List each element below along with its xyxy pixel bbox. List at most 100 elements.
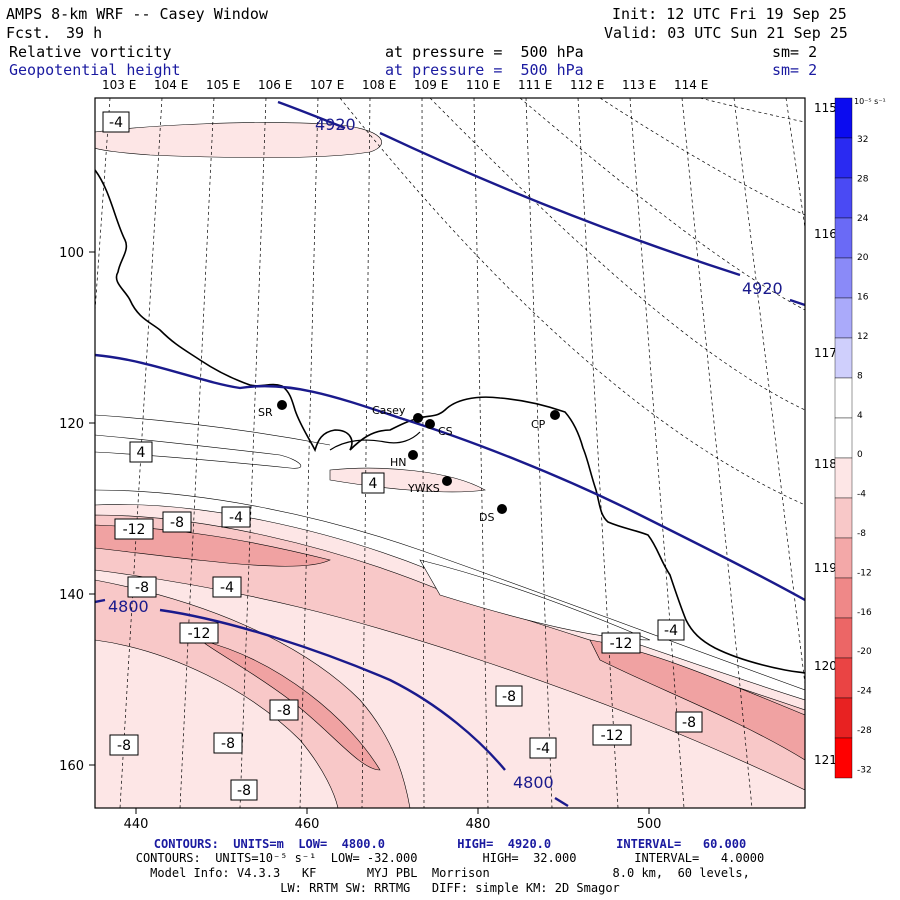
height-label: 4800	[108, 597, 149, 616]
vorticity-contour	[95, 434, 302, 469]
plot-frame	[94, 97, 806, 809]
vorticity-label: -8	[221, 736, 235, 752]
vorticity-fill-band	[589, 639, 805, 761]
vorticity-fill-band	[95, 122, 382, 158]
colorbar-label: 8	[857, 371, 863, 381]
vorticity-label: -8	[237, 783, 251, 799]
forecast-value: 39 h	[66, 24, 103, 42]
station-dot	[442, 476, 452, 486]
vorticity-fill-band	[199, 639, 381, 771]
lon-label: 112 E	[570, 78, 605, 92]
colorbar-label: -24	[857, 687, 872, 697]
colorbar-label: 32	[857, 135, 868, 145]
height-contours	[95, 100, 805, 808]
forecast-label: Fcst.	[6, 24, 52, 42]
y-tick-label: 100	[59, 246, 84, 261]
vorticity-label: -12	[610, 636, 633, 652]
vorticity-contour	[95, 414, 331, 446]
height-label: 4920	[315, 115, 356, 134]
smoothing-2: sm= 2	[772, 61, 818, 79]
vorticity-label: -4	[109, 115, 123, 131]
height-label: 4800	[513, 773, 554, 792]
colorbar-swatch	[834, 337, 853, 379]
colorbar-label: 12	[857, 332, 868, 342]
x-tick-label: 440	[124, 817, 149, 832]
station-dot	[550, 410, 560, 420]
vorticity-fill-band	[95, 639, 339, 808]
lon-label: 103 E	[102, 78, 137, 92]
x-tick-label: 460	[295, 817, 320, 832]
vorticity-label: 4	[369, 476, 378, 492]
vorticity-label: -8	[682, 715, 696, 731]
x-tick-label: 500	[637, 817, 662, 832]
colorbar-label: 0	[857, 450, 863, 460]
colorbar-swatch	[834, 737, 853, 779]
station-label: DS	[479, 511, 494, 524]
station-dot	[408, 450, 418, 460]
station-label: HN	[390, 456, 407, 469]
colorbar-label: -32	[857, 765, 872, 775]
y-tick-label: 160	[59, 759, 84, 774]
valid-time: Valid: 03 UTC Sun 21 Sep 25	[604, 24, 848, 42]
colorbar-swatch	[834, 177, 853, 219]
station-label: CP	[531, 418, 546, 431]
colorbar-swatch	[834, 297, 853, 339]
footer-height-contours: CONTOURS: UNITS=m LOW= 4800.0 HIGH= 4920…	[153, 837, 747, 851]
vorticity-label: -4	[664, 623, 678, 639]
vorticity-label: -8	[502, 689, 516, 705]
vorticity-fill-band	[419, 559, 651, 641]
colorbar-swatch	[834, 657, 853, 699]
vorticity-fill-band	[95, 514, 805, 791]
vorticity-label: -4	[220, 580, 234, 596]
map-title: AMPS 8-km WRF -- Casey Window	[6, 5, 268, 23]
colorbar-swatch	[834, 97, 853, 139]
colorbar-label: 28	[857, 174, 869, 184]
colorbar-label: -20	[857, 647, 872, 657]
colorbar-swatch	[834, 697, 853, 739]
vorticity-label: -12	[123, 522, 146, 538]
lon-label: 114 E	[674, 78, 709, 92]
footer-model-info: Model Info: V4.3.3 KF MYJ PBL Morrison 8…	[150, 866, 750, 880]
station-dot	[425, 419, 435, 429]
footer-physics-info: LW: RRTM SW: RRTMG DIFF: simple KM: 2D S…	[280, 881, 620, 895]
colorbar: 32 28 24 20 16 12 8 4 0 -4 -8 -12 -16 -20 -24 -28 -32	[834, 97, 872, 779]
station-label: CS	[438, 425, 453, 438]
height-label: 4920	[742, 279, 783, 298]
station-label: YWKS	[407, 482, 440, 495]
lon-label: 110 E	[466, 78, 501, 92]
colorbar-unit: 10⁻⁵ s⁻¹	[854, 97, 886, 106]
colorbar-label: 4	[857, 411, 863, 421]
colorbar-label: 24	[857, 214, 869, 224]
lon-label: 105 E	[206, 78, 241, 92]
station-dot	[277, 400, 287, 410]
station-dot	[497, 504, 507, 514]
y-tick-label: 120	[59, 417, 84, 432]
colorbar-label: -16	[857, 608, 872, 618]
vorticity-label: -8	[277, 703, 291, 719]
colorbar-label: -12	[857, 568, 872, 578]
lon-label: 113 E	[622, 78, 657, 92]
vorticity-label: 4	[137, 445, 146, 461]
lon-label: 108 E	[362, 78, 397, 92]
colorbar-label: -28	[857, 726, 872, 736]
coastline-island	[329, 431, 421, 451]
field-vorticity: Relative vorticity	[9, 43, 172, 61]
pressure-level-2: at pressure = 500 hPa	[385, 61, 584, 79]
colorbar-swatch	[834, 417, 853, 459]
lon-label: 107 E	[310, 78, 345, 92]
coastline	[95, 169, 805, 674]
lon-label: 111 E	[518, 78, 553, 92]
colorbar-swatch	[834, 137, 853, 179]
field-height: Geopotential height	[9, 61, 181, 79]
colorbar-label: -4	[857, 490, 866, 500]
colorbar-swatch	[834, 217, 853, 259]
lon-label: 104 E	[154, 78, 189, 92]
vorticity-label: -8	[170, 515, 184, 531]
y-tick-label: 140	[59, 588, 84, 603]
station-label: Casey	[372, 404, 406, 417]
colorbar-swatch	[834, 617, 853, 659]
colorbar-swatch	[834, 537, 853, 579]
colorbar-swatch	[834, 497, 853, 539]
colorbar-swatch	[834, 257, 853, 299]
